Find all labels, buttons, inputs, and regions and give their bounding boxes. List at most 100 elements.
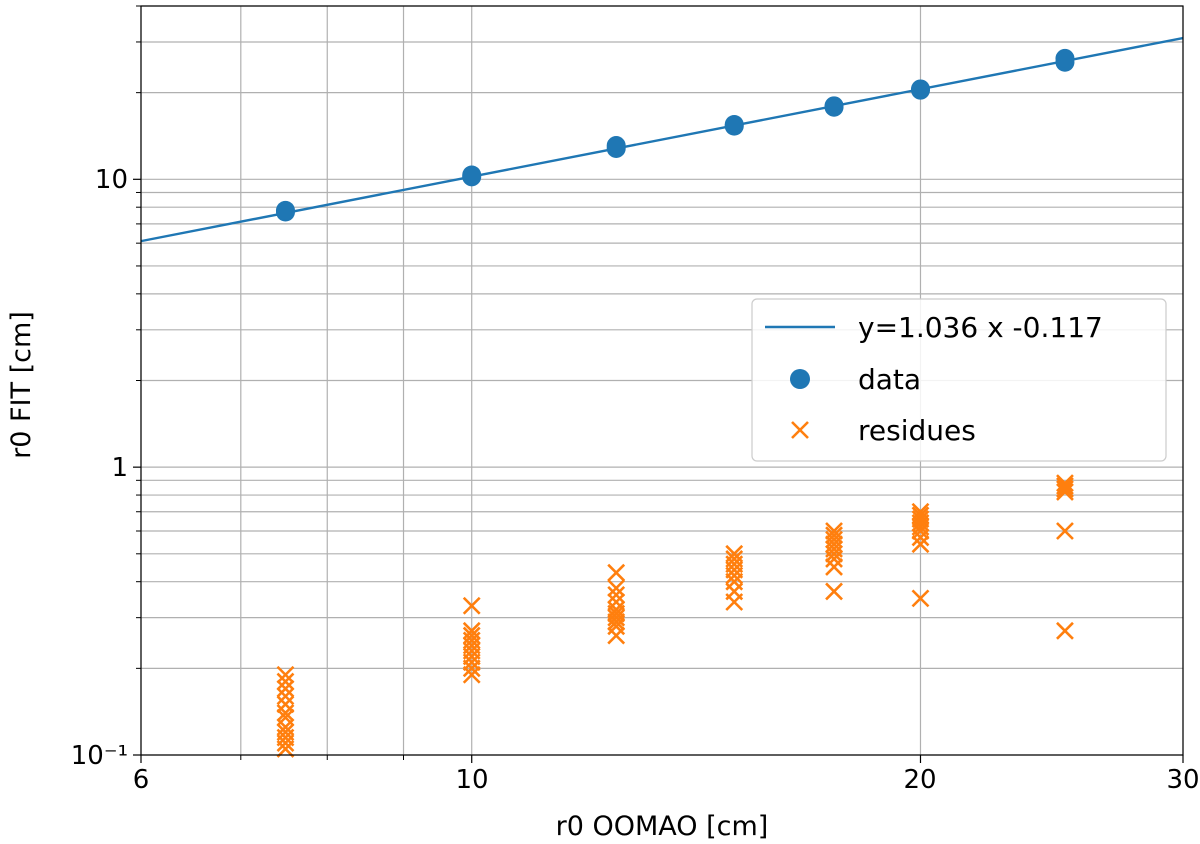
residue-stroke — [1056, 522, 1074, 540]
x-axis-label: r0 OOMAO [cm] — [556, 811, 769, 842]
residue-stroke — [1056, 621, 1074, 640]
residue-point — [725, 549, 744, 568]
y-tick-label: 10 — [95, 165, 128, 195]
plot-series — [140, 36, 1184, 758]
residue-point — [607, 617, 626, 636]
residue-point — [276, 708, 295, 727]
residue-stroke — [607, 593, 626, 611]
x-tick-label: 6 — [133, 765, 150, 795]
residue-point — [911, 506, 930, 525]
residue-stroke — [825, 522, 843, 540]
residue-point — [607, 600, 626, 619]
residue-stroke — [607, 600, 626, 619]
residue-stroke — [1056, 480, 1074, 498]
residue-point — [911, 502, 930, 521]
residue-stroke — [276, 687, 295, 706]
legend-residues-label: residues — [858, 414, 976, 447]
residue-stroke — [911, 589, 930, 608]
residue-stroke — [1056, 477, 1074, 495]
residue-stroke — [462, 626, 481, 645]
legend-fit-label: y=1.036 x -0.117 — [858, 311, 1103, 344]
legend-data-label: data — [858, 363, 921, 396]
residue-stroke — [276, 665, 295, 684]
residue-point — [1056, 477, 1074, 495]
residue-point — [462, 665, 481, 684]
residue-point — [825, 582, 843, 601]
residue-stroke — [1056, 474, 1074, 493]
residue-stroke — [276, 679, 295, 698]
residue-point — [1056, 621, 1074, 640]
legend-data-marker — [790, 369, 810, 389]
residue-point — [276, 687, 295, 706]
residue-stroke — [825, 558, 843, 576]
residue-stroke — [462, 665, 481, 684]
data-point — [824, 96, 844, 116]
residue-point — [1056, 474, 1074, 493]
residue-stroke — [607, 579, 626, 598]
residue-point — [607, 563, 626, 582]
residue-point — [462, 626, 481, 645]
y-tick-label: 1 — [111, 453, 128, 483]
x-tick-label: 10 — [455, 765, 488, 795]
fit-line — [140, 36, 1184, 243]
residue-stroke — [607, 585, 626, 604]
residue-stroke — [276, 708, 295, 727]
residue-stroke — [911, 510, 930, 529]
data-point — [724, 116, 744, 136]
residue-point — [825, 558, 843, 576]
residue-point — [911, 589, 930, 608]
residue-point — [462, 621, 481, 640]
residue-stroke — [1056, 483, 1074, 501]
residue-point — [911, 535, 930, 554]
data-point — [1055, 48, 1075, 68]
y-tick-label: 10⁻¹ — [71, 741, 128, 771]
residue-point — [276, 695, 295, 714]
residue-stroke — [911, 506, 930, 525]
residue-point — [276, 665, 295, 684]
residue-point — [1056, 522, 1074, 540]
residue-point — [607, 608, 626, 627]
residue-stroke — [607, 563, 626, 582]
data-point — [275, 200, 295, 220]
residue-point — [607, 579, 626, 598]
residue-point — [607, 593, 626, 611]
residue-point — [462, 596, 481, 615]
data-point — [462, 165, 482, 185]
residue-point — [825, 526, 843, 545]
residue-stroke — [825, 526, 843, 545]
data-point — [606, 136, 626, 156]
residue-point — [607, 585, 626, 604]
residue-stroke — [607, 608, 626, 627]
legend: y=1.036 x -0.117 data residues — [751, 298, 1167, 462]
residue-point — [825, 530, 843, 549]
residue-stroke — [276, 672, 295, 691]
residue-stroke — [462, 596, 481, 615]
residue-stroke — [911, 502, 930, 521]
residue-stroke — [825, 582, 843, 601]
residue-stroke — [825, 530, 843, 549]
residue-stroke — [911, 535, 930, 554]
residue-point — [911, 510, 930, 529]
residue-stroke — [607, 617, 626, 636]
residue-point — [1056, 480, 1074, 498]
x-tick-label: 20 — [903, 765, 936, 795]
residue-point — [607, 626, 626, 645]
axis-ticks — [133, 5, 1184, 763]
residue-stroke — [276, 704, 295, 722]
residue-stroke — [462, 621, 481, 640]
residue-point — [276, 679, 295, 698]
legend-residues-marker — [791, 421, 809, 439]
y-axis-label: r0 FIT [cm] — [6, 311, 37, 459]
residue-stroke — [725, 549, 744, 568]
residue-stroke — [725, 544, 744, 563]
residue-point — [276, 704, 295, 722]
residue-point — [825, 522, 843, 540]
residue-point — [276, 672, 295, 691]
legend-box — [751, 298, 1167, 462]
residue-point — [1056, 483, 1074, 501]
residue-stroke — [276, 723, 295, 742]
x-tick-label: 30 — [1166, 765, 1199, 795]
residue-stroke — [276, 695, 295, 714]
residue-point — [725, 544, 744, 563]
